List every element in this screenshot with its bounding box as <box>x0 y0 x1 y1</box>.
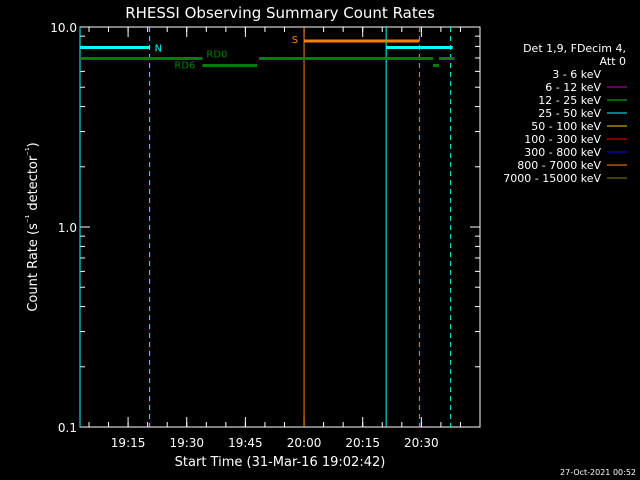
legend-entry-label: 25 - 50 keV <box>538 107 601 120</box>
plot-frame <box>79 26 481 428</box>
y-axis-label: Count Rate (s⁻¹ detector⁻¹) <box>25 142 41 311</box>
legend-header: Att 0 <box>600 55 626 68</box>
y-tick-label: 10.0 <box>50 21 77 35</box>
flag-label-s: S <box>292 35 298 46</box>
footer-timestamp: 27-Oct-2021 00:52 <box>560 468 636 477</box>
chart-title: RHESSI Observing Summary Count Rates <box>125 4 435 22</box>
flag-label-rd6: RD6 <box>174 61 195 72</box>
y-tick-label: 0.1 <box>58 421 77 435</box>
y-axis: 0.1 1.0 10.0 <box>50 21 480 435</box>
flag-label-n: N <box>155 44 162 55</box>
flag-label-rd0: RD0 <box>206 50 227 61</box>
legend-entry-label: 100 - 300 keV <box>524 133 601 146</box>
y-tick-label: 1.0 <box>58 221 77 235</box>
x-tick-label: 20:15 <box>345 436 380 450</box>
x-tick-label: 20:00 <box>287 436 322 450</box>
legend-entry-label: 7000 - 15000 keV <box>503 172 601 185</box>
legend-entry-label: 300 - 800 keV <box>524 146 601 159</box>
legend-entry-label: 3 - 6 keV <box>552 68 601 81</box>
legend-entry-label: 50 - 100 keV <box>531 120 601 133</box>
x-axis-label: Start Time (31-Mar-16 19:02:42) <box>175 455 386 470</box>
x-tick-label: 19:15 <box>111 436 146 450</box>
x-tick-label: 19:45 <box>228 436 263 450</box>
legend-entry-label: 6 - 12 keV <box>545 81 601 94</box>
legend-entry-label: 800 - 7000 keV <box>517 159 601 172</box>
flag-bars: N S RD0 RD6 <box>80 35 455 72</box>
vertical-markers <box>79 27 452 427</box>
x-tick-label: 20:30 <box>404 436 439 450</box>
legend-header: Det 1,9, FDecim 4, <box>523 42 626 55</box>
x-axis: 19:15 19:30 19:45 20:00 20:15 20:30 <box>88 27 481 450</box>
x-tick-label: 19:30 <box>169 436 204 450</box>
legend-entry-label: 12 - 25 keV <box>538 94 601 107</box>
